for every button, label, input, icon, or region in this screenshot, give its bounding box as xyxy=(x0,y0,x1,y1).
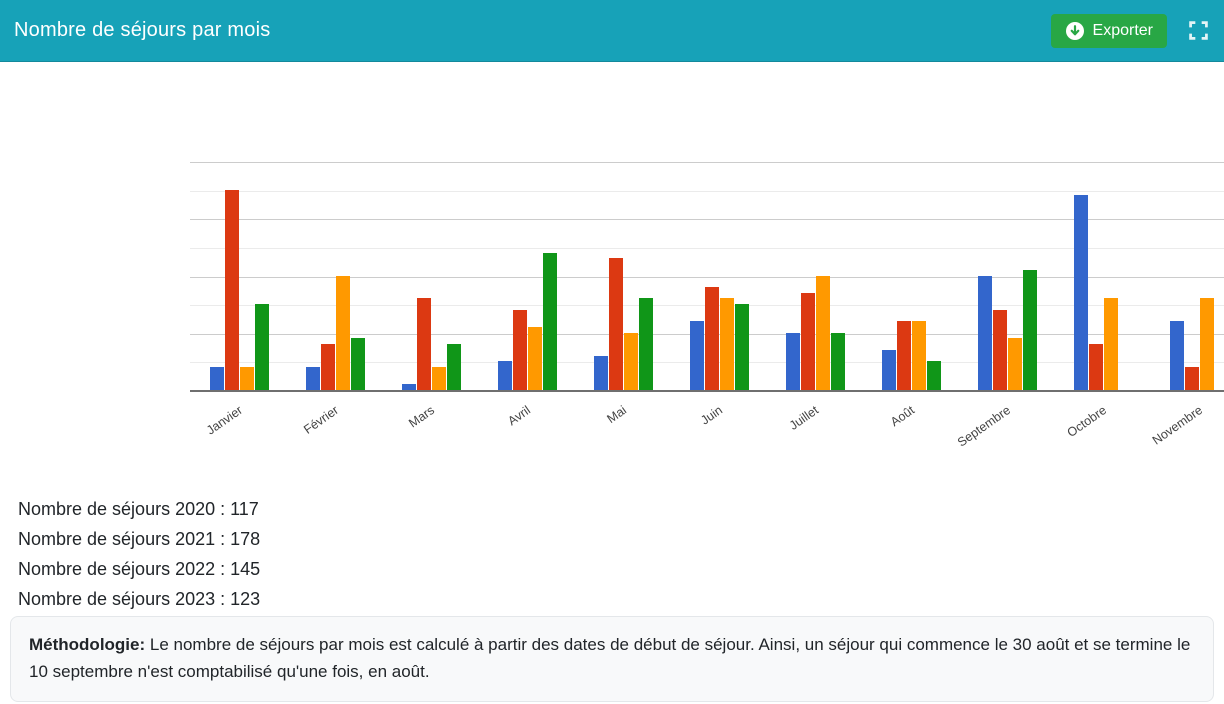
bar-2021[interactable] xyxy=(609,258,623,390)
bar-2020[interactable] xyxy=(498,361,512,390)
bar-2020[interactable] xyxy=(1074,195,1088,390)
summary-line-2023: Nombre de séjours 2023 : 123 xyxy=(18,589,261,609)
bar-2021[interactable] xyxy=(417,298,431,390)
bar-2021[interactable] xyxy=(225,189,239,390)
bar-2020[interactable] xyxy=(402,384,416,390)
bar-2023[interactable] xyxy=(639,298,653,390)
bar-2020[interactable] xyxy=(690,321,704,390)
fullscreen-expand-icon xyxy=(1189,21,1208,40)
x-axis-line xyxy=(190,390,1224,392)
bar-2020[interactable] xyxy=(1170,321,1184,390)
x-axis-label: Février xyxy=(301,403,342,437)
gridline xyxy=(190,276,1224,278)
bar-2022[interactable] xyxy=(720,298,734,390)
bar-2021[interactable] xyxy=(801,292,815,390)
bar-group xyxy=(786,275,845,390)
bar-2020[interactable] xyxy=(594,355,608,390)
bar-2021[interactable] xyxy=(897,321,911,390)
gridline xyxy=(190,247,1224,249)
summary-line-2022: Nombre de séjours 2022 : 145 xyxy=(18,559,261,579)
bar-group xyxy=(498,252,557,390)
bar-2023[interactable] xyxy=(1023,269,1037,390)
totals-summary: Nombre de séjours 2020 : 117 Nombre de s… xyxy=(18,494,260,614)
bar-2021[interactable] xyxy=(513,309,527,390)
methodology-box: Méthodologie: Le nombre de séjours par m… xyxy=(10,616,1214,702)
bar-2021[interactable] xyxy=(321,344,335,390)
summary-line-2020: Nombre de séjours 2020 : 117 xyxy=(18,499,259,519)
export-button[interactable]: Exporter xyxy=(1050,13,1167,48)
bar-2020[interactable] xyxy=(978,275,992,390)
bar-group xyxy=(1074,195,1133,390)
bar-2022[interactable] xyxy=(912,321,926,390)
bar-2022[interactable] xyxy=(240,367,254,390)
summary-line-2021: Nombre de séjours 2021 : 178 xyxy=(18,529,261,549)
bar-2022[interactable] xyxy=(1008,338,1022,390)
bar-2020[interactable] xyxy=(210,367,224,390)
bar-group xyxy=(402,298,461,390)
methodology-text: Le nombre de séjours par mois est calcul… xyxy=(29,635,1191,681)
gridline xyxy=(190,190,1224,192)
bar-2021[interactable] xyxy=(1089,344,1103,390)
bar-2020[interactable] xyxy=(306,367,320,390)
gridline xyxy=(190,162,1224,163)
bar-group xyxy=(594,258,653,390)
bar-2023[interactable] xyxy=(927,361,941,390)
bar-2020[interactable] xyxy=(882,349,896,390)
x-axis-label: Avril xyxy=(505,403,534,429)
x-axis-label: Septembre xyxy=(955,403,1014,450)
bar-2023[interactable] xyxy=(543,252,557,390)
x-axis-label: Juin xyxy=(698,403,726,428)
x-axis-label: Novembre xyxy=(1150,403,1206,448)
export-button-label: Exporter xyxy=(1092,21,1153,39)
bar-2022[interactable] xyxy=(816,275,830,390)
column-chart: Janvier Février Mars Avril Mai Juin Juillet Aoû… xyxy=(0,62,1224,462)
bar-2021[interactable] xyxy=(705,286,719,390)
bar-group xyxy=(882,321,941,390)
bar-2023[interactable] xyxy=(447,344,461,390)
bar-2021[interactable] xyxy=(993,309,1007,390)
bar-2022[interactable] xyxy=(432,367,446,390)
header-actions: Exporter xyxy=(1050,13,1208,48)
bar-2023[interactable] xyxy=(735,304,749,390)
methodology-label: Méthodologie: xyxy=(29,635,146,654)
bar-2023[interactable] xyxy=(255,304,269,390)
bar-2022[interactable] xyxy=(336,275,350,390)
bar-2021[interactable] xyxy=(1185,367,1199,390)
bar-group xyxy=(1170,298,1224,390)
bar-2022[interactable] xyxy=(1200,298,1214,390)
card-header: Nombre de séjours par mois Exporter xyxy=(0,0,1224,62)
x-axis-label: Août xyxy=(888,403,918,430)
bar-2022[interactable] xyxy=(528,327,542,390)
gridline xyxy=(190,219,1224,221)
bar-group xyxy=(690,286,749,390)
bar-2022[interactable] xyxy=(1104,298,1118,390)
plot-area: Janvier Février Mars Avril Mai Juin Juillet Aoû… xyxy=(190,162,1224,450)
bar-group xyxy=(210,189,269,390)
download-circle-icon xyxy=(1065,21,1084,40)
bar-group xyxy=(306,275,365,390)
x-axis-label: Juillet xyxy=(787,403,822,433)
bar-2023[interactable] xyxy=(351,338,365,390)
bar-2020[interactable] xyxy=(786,332,800,390)
x-axis-label: Mai xyxy=(604,403,630,427)
fullscreen-button[interactable] xyxy=(1189,21,1208,40)
x-axis-label: Mars xyxy=(406,403,438,431)
x-axis-label: Octobre xyxy=(1064,403,1110,440)
bar-group xyxy=(978,269,1037,390)
bar-2023[interactable] xyxy=(831,332,845,390)
bar-2022[interactable] xyxy=(624,332,638,390)
page-title: Nombre de séjours par mois xyxy=(14,19,271,41)
x-axis-label: Janvier xyxy=(204,403,246,438)
